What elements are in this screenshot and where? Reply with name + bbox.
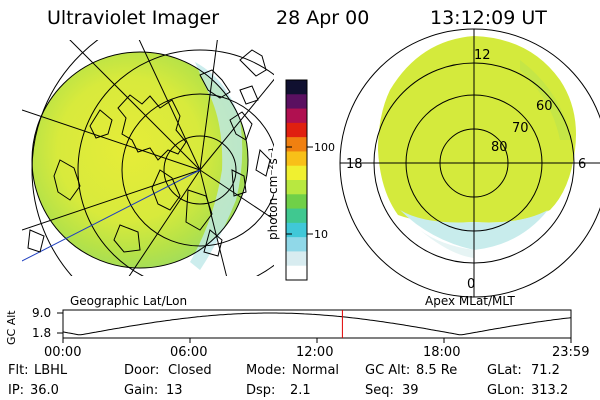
info-gcalt-label: GC Alt: bbox=[365, 363, 411, 378]
info-glat-label: GLat: bbox=[487, 363, 522, 378]
info-glon-label: GLon: bbox=[487, 383, 525, 398]
time-label: 13:12:09 UT bbox=[430, 7, 547, 29]
colorbar-tick-10: 10 bbox=[314, 228, 328, 241]
info-dsp-label: Dsp: bbox=[246, 383, 276, 398]
info-ip-label: IP: bbox=[8, 383, 25, 398]
info-flt-value: LBHL bbox=[34, 363, 68, 378]
info-glat-value: 71.2 bbox=[531, 363, 560, 378]
colorbar-segment bbox=[286, 122, 307, 138]
altitude-xtick-2: 12:00 bbox=[296, 345, 334, 360]
colorbar-segment bbox=[286, 137, 307, 152]
colorbar-segment bbox=[286, 94, 307, 110]
info-door-label: Door: bbox=[124, 363, 160, 378]
instrument-title: Ultraviolet Imager bbox=[47, 7, 220, 29]
info-dsp-value: 2.1 bbox=[290, 383, 311, 398]
apex-mlat-80: 80 bbox=[491, 140, 508, 155]
apex-image-panel: 12 18 6 0 60 70 80 bbox=[339, 28, 600, 298]
colorbar-segment bbox=[286, 265, 307, 281]
geo-lat-grid bbox=[31, 40, 274, 276]
colorbar-segment bbox=[286, 180, 307, 195]
altitude-ytick-9: 9.0 bbox=[32, 306, 51, 320]
colorbar-segment bbox=[286, 165, 307, 181]
altitude-curve bbox=[62, 312, 572, 336]
apex-mlt-12: 12 bbox=[474, 48, 491, 63]
geo-coastlines bbox=[27, 49, 271, 257]
info-seq-label: Seq: bbox=[365, 383, 394, 398]
colorbar-frame bbox=[285, 79, 308, 281]
info-gcalt-value: 8.5 Re bbox=[416, 363, 458, 378]
geo-map bbox=[22, 40, 274, 276]
colorbar-segment bbox=[286, 194, 307, 210]
altitude-xtick-0: 00:00 bbox=[44, 345, 82, 360]
geo-panel-caption: Geographic Lat/Lon bbox=[70, 294, 188, 308]
info-gain-value: 13 bbox=[166, 383, 183, 398]
colorbar-segment bbox=[286, 208, 307, 224]
colorbar-segment bbox=[286, 222, 307, 238]
colorbar-unit-label: photon cm⁻²s⁻¹ bbox=[266, 147, 280, 240]
colorbar-ticks bbox=[286, 146, 313, 235]
altitude-xtick-3: 18:00 bbox=[423, 345, 461, 360]
info-ip-value: 36.0 bbox=[30, 383, 59, 398]
colorbar bbox=[285, 79, 308, 281]
geo-lon-grid bbox=[22, 40, 274, 276]
info-mode-value: Normal bbox=[292, 363, 340, 378]
altitude-ylabel: GC Alt bbox=[5, 310, 18, 345]
apex-panel-caption: Apex MLat/MLT bbox=[425, 294, 515, 308]
altitude-plot bbox=[57, 309, 572, 343]
info-flt-label: Flt: bbox=[8, 363, 29, 378]
colorbar-segment bbox=[286, 251, 307, 267]
colorbar-segment bbox=[286, 108, 307, 124]
info-seq-value: 39 bbox=[402, 383, 419, 398]
info-glon-value: 313.2 bbox=[531, 383, 569, 398]
info-gain-label: Gain: bbox=[124, 383, 159, 398]
info-mode-label: Mode: bbox=[246, 363, 286, 378]
info-door-value: Closed bbox=[168, 363, 212, 378]
colorbar-tick-100: 100 bbox=[314, 141, 335, 154]
colorbar-segment bbox=[286, 80, 307, 95]
apex-mlat-60: 60 bbox=[536, 99, 553, 114]
colorbar-segment bbox=[286, 237, 307, 252]
altitude-ytick-1.8: 1.8 bbox=[32, 326, 51, 340]
altitude-xtick-4: 23:59 bbox=[552, 345, 590, 360]
altitude-xtick-1: 06:00 bbox=[170, 345, 208, 360]
apex-mlt-6: 6 bbox=[578, 157, 586, 172]
date-label: 28 Apr 00 bbox=[276, 7, 370, 29]
apex-mlat-70: 70 bbox=[512, 121, 529, 136]
apex-mlt-0: 0 bbox=[467, 277, 475, 292]
colorbar-segment bbox=[286, 151, 307, 167]
geo-disk-edge bbox=[190, 62, 243, 270]
apex-mlt-18: 18 bbox=[346, 157, 363, 172]
